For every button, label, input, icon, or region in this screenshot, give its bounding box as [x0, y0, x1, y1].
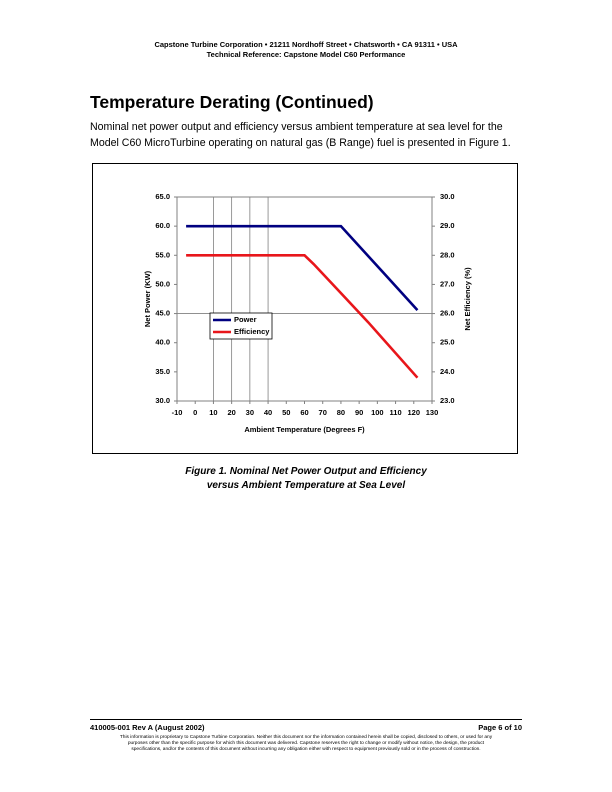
y2-tick-label: 27.0: [440, 279, 455, 288]
x-tick-label: 30: [246, 408, 254, 417]
x-tick-label: 90: [355, 408, 363, 417]
legend-label: Efficiency: [234, 327, 270, 336]
y2-tick-label: 24.0: [440, 367, 455, 376]
x-tick-label: 70: [319, 408, 327, 417]
x-tick-label: 50: [282, 408, 290, 417]
x-tick-label: 110: [390, 408, 402, 417]
paragraph: Nominal net power output and efficiency …: [90, 121, 511, 149]
y-axis-title: Net Power (KW): [143, 270, 152, 327]
x-tick-label: 130: [426, 408, 439, 417]
y2-tick-label: 25.0: [440, 338, 455, 347]
y-tick-label: 60.0: [155, 221, 170, 230]
page-number: Page 6 of 10: [478, 723, 522, 732]
notice: purposes other than the specific purpose…: [127, 741, 485, 746]
y2-tick-label: 23.0: [440, 396, 455, 405]
y-tick-label: 55.0: [155, 250, 170, 259]
notice: specifications, and/or the contents of t…: [131, 747, 481, 752]
y-tick-label: 40.0: [155, 338, 170, 347]
footer-rule: [90, 719, 522, 720]
series-line: [186, 253, 419, 379]
x-tick-label: 10: [209, 408, 217, 417]
y-tick-label: 45.0: [155, 309, 170, 318]
caption: Figure 1. Nominal Net Power Output and E…: [185, 466, 427, 477]
doc-id: 410005-001 Rev A (August 2002): [90, 723, 205, 732]
header-line: Capstone Turbine Corporation • 21211 Nor…: [154, 40, 458, 49]
legend-label: Power: [234, 315, 257, 324]
legend-box: [209, 312, 273, 340]
x-tick-label: 80: [337, 408, 345, 417]
plot-area: [176, 196, 433, 402]
y-tick-label: 50.0: [155, 279, 170, 288]
y-tick-label: 35.0: [155, 367, 170, 376]
notice: This information is proprietary to Capst…: [119, 735, 493, 740]
y2-axis-title: Net Efficiency (%): [463, 267, 472, 331]
y2-tick-label: 26.0: [440, 309, 455, 318]
y2-tick-label: 28.0: [440, 250, 455, 259]
heading: Temperature Derating (Continued): [90, 92, 374, 112]
header-line: Technical Reference: Capstone Model C60 …: [206, 50, 406, 59]
caption: versus Ambient Temperature at Sea Level: [206, 480, 406, 491]
x-tick-label: 60: [300, 408, 308, 417]
x-tick-label: 40: [264, 408, 272, 417]
chart: 30.0 35.0 40.0 45.0 50.0 55.0 60.0 65.0 23.0 24.0…: [92, 163, 518, 454]
y2-tick-label: 30.0: [440, 192, 455, 201]
y-tick-label: 65.0: [155, 192, 170, 201]
x-tick-label: 0: [193, 408, 197, 417]
y2-tick-label: 29.0: [440, 221, 455, 230]
y-tick-label: 30.0: [155, 396, 170, 405]
series-line: [186, 224, 419, 311]
x-axis-title: Ambient Temperature (Degrees F): [244, 425, 365, 434]
x-tick-label: 120: [408, 408, 421, 417]
x-tick-label: -10: [172, 408, 183, 417]
x-tick-label: 100: [371, 408, 384, 417]
x-tick-label: 20: [227, 408, 235, 417]
